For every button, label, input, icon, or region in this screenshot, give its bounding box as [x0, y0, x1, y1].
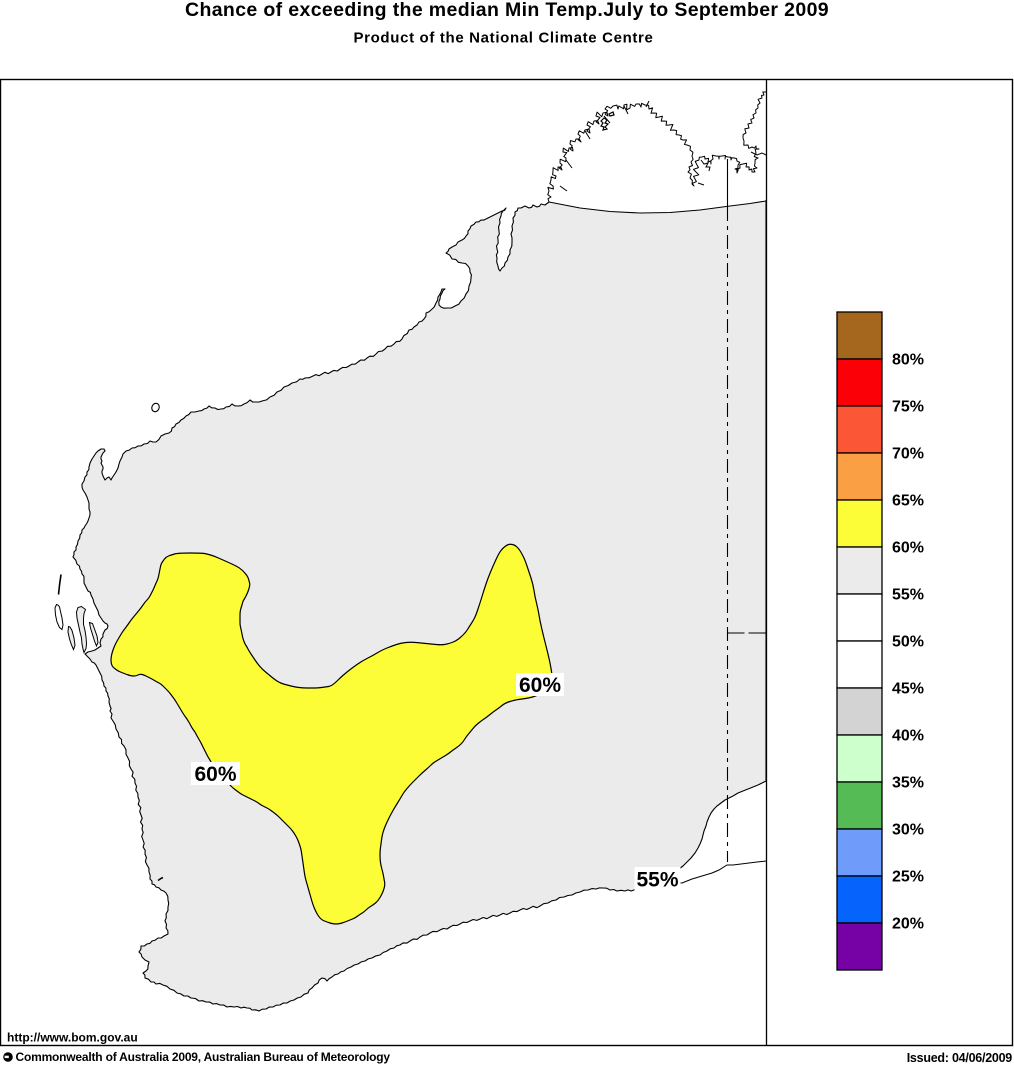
svg-text:70%: 70%	[892, 446, 924, 463]
svg-text:80%: 80%	[892, 352, 924, 369]
svg-text:Issued: 04/06/2009: Issued: 04/06/2009	[907, 1051, 1013, 1065]
svg-text:60%: 60%	[892, 540, 924, 557]
svg-text:http://www.bom.gov.au: http://www.bom.gov.au	[7, 1031, 138, 1045]
svg-text:60%: 60%	[194, 763, 236, 786]
svg-text:Chance of exceeding the median: Chance of exceeding the median Min Temp.…	[185, 0, 829, 21]
svg-text:55%: 55%	[636, 869, 678, 892]
svg-text:40%: 40%	[892, 728, 924, 745]
svg-text:55%: 55%	[892, 587, 924, 604]
svg-text:50%: 50%	[892, 634, 924, 651]
svg-text:25%: 25%	[892, 869, 924, 886]
svg-text:30%: 30%	[892, 822, 924, 839]
svg-text:60%: 60%	[519, 674, 561, 697]
svg-text:45%: 45%	[892, 681, 924, 698]
svg-text:Product of the National Climat: Product of the National Climate Centre	[353, 30, 653, 47]
svg-text:65%: 65%	[892, 493, 924, 510]
svg-text:Commonwealth of Australia 2009: Commonwealth of Australia 2009, Australi…	[16, 1050, 391, 1064]
svg-text:35%: 35%	[892, 775, 924, 792]
svg-text:20%: 20%	[892, 916, 924, 933]
svg-text:75%: 75%	[892, 399, 924, 416]
